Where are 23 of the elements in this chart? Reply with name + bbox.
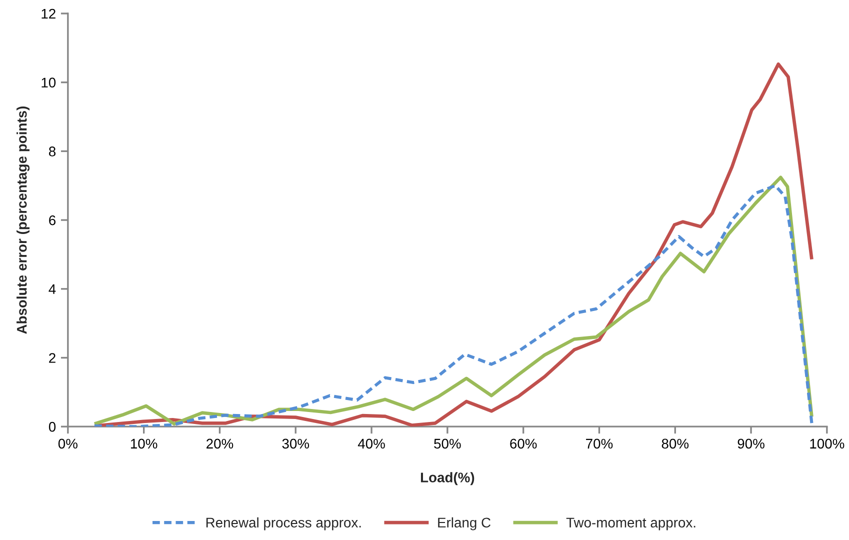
y-tick-label: 6 <box>49 215 56 226</box>
x-tick-label: 80% <box>662 438 689 449</box>
legend-label: Renewal process approx. <box>206 517 361 530</box>
x-tick-label: 100% <box>810 438 844 449</box>
y-tick-label: 2 <box>49 353 56 363</box>
y-axis-title: Absolute error (percentage points) <box>16 106 30 334</box>
x-tick-label: 30% <box>282 438 310 449</box>
y-tick-label: 4 <box>48 284 56 294</box>
x-axis-title: Load(%) <box>420 472 474 486</box>
y-tick-label: 0 <box>48 422 56 432</box>
y-tick-label: 12 <box>42 8 56 19</box>
x-tick-label: 40% <box>358 438 385 449</box>
x-tick-label: 70% <box>586 438 613 449</box>
x-tick-label: 60% <box>510 438 537 449</box>
x-tick-label: 50% <box>434 438 461 449</box>
legend-label: Two-moment approx. <box>566 518 696 530</box>
x-tick-label: 10% <box>130 438 158 449</box>
y-tick-label: 8 <box>48 146 56 156</box>
y-tick-label: 10 <box>42 78 56 88</box>
x-tick-label: 0% <box>58 438 78 449</box>
legend-label: Erlang C <box>438 517 491 530</box>
x-tick-label: 20% <box>206 438 234 449</box>
x-tick-label: 90% <box>738 438 764 449</box>
